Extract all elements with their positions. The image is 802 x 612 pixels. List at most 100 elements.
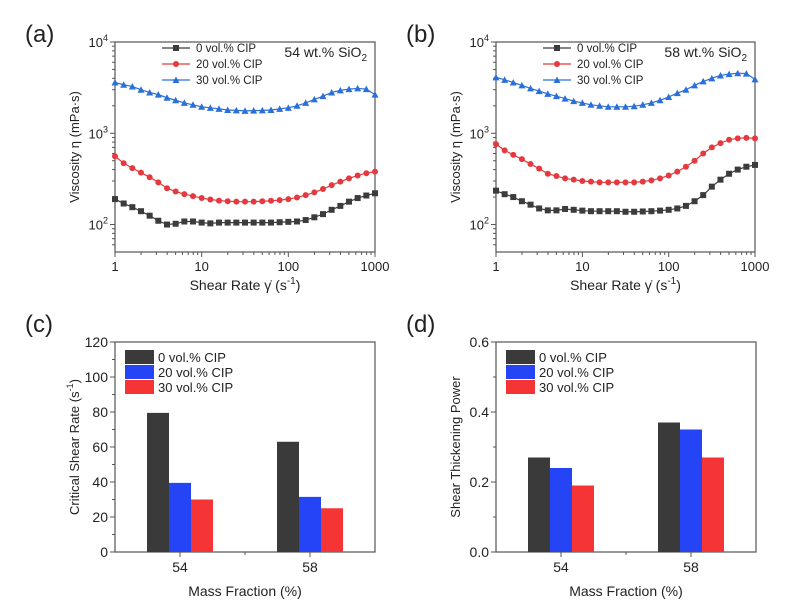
series-0-vol-cip: 0 vol.% CIP [506, 350, 680, 552]
square-marker [155, 217, 162, 224]
circle-marker [674, 168, 681, 175]
square-marker [501, 191, 508, 198]
square-marker [276, 219, 283, 226]
circle-marker [518, 156, 525, 163]
square-marker [190, 218, 196, 225]
circle-marker [112, 153, 118, 160]
triangle-marker [665, 93, 673, 100]
triangle-marker [708, 74, 716, 82]
x-axis-label: Shear Rate γ̇ (s-1) [570, 276, 681, 293]
triangle-marker [267, 106, 275, 113]
x-axis-label: Mass Fraction (%) [569, 583, 683, 599]
square-marker [311, 214, 318, 221]
triangle-marker [319, 92, 327, 100]
square-marker [700, 192, 707, 199]
triangle-marker [293, 102, 301, 109]
square-marker [493, 187, 499, 194]
triangle-marker [699, 77, 707, 85]
bar [680, 429, 702, 552]
y-tick-label: 80 [92, 404, 108, 420]
x-tick-label: 10 [194, 259, 208, 274]
circle-marker [648, 177, 655, 184]
circle-marker [120, 160, 127, 167]
circle-marker [173, 61, 179, 67]
series-20-vol-cip: 20 vol.% CIP [493, 59, 758, 186]
triangle-marker [656, 96, 664, 104]
series-line [114, 155, 376, 203]
circle-marker [682, 163, 689, 170]
square-marker [587, 208, 594, 215]
bar [658, 422, 680, 552]
bar [528, 457, 550, 552]
triangle-marker [544, 90, 552, 97]
circle-marker [207, 196, 214, 203]
bar [277, 441, 299, 552]
circle-marker [216, 197, 222, 204]
square-marker [605, 208, 612, 215]
triangle-marker [128, 83, 136, 90]
circle-marker [562, 175, 569, 182]
circle-marker [268, 197, 274, 204]
triangle-marker [509, 78, 517, 86]
bar [191, 499, 213, 552]
circle-marker [691, 157, 698, 164]
triangle-marker [180, 99, 188, 106]
triangle-marker [215, 105, 223, 112]
square-marker [570, 206, 577, 213]
circle-marker [554, 61, 560, 67]
triangle-marker [604, 103, 612, 110]
annotation: 58 wt.% SiO2 [664, 44, 747, 64]
square-marker [544, 207, 551, 214]
circle-marker [493, 141, 499, 148]
triangle-marker [535, 87, 543, 95]
square-marker [164, 221, 170, 228]
series-0-vol-cip: 0 vol.% CIP [125, 350, 299, 552]
triangle-marker [250, 107, 258, 114]
triangle-marker [630, 102, 638, 110]
square-marker [527, 201, 534, 208]
triangle-marker [345, 85, 353, 93]
circle-marker [596, 179, 603, 186]
square-marker [553, 207, 560, 214]
bar [299, 496, 321, 552]
x-tick-label: 1000 [361, 259, 390, 274]
square-marker [181, 218, 188, 225]
series-20-vol-cip: 20 vol.% CIP [125, 365, 321, 552]
circle-marker [734, 135, 741, 142]
circle-marker [657, 175, 664, 182]
square-marker [320, 211, 326, 218]
triangle-marker [189, 101, 197, 108]
circle-marker [570, 176, 577, 183]
square-marker [146, 212, 153, 219]
circle-marker [631, 179, 638, 186]
square-marker [173, 45, 179, 51]
circle-marker [536, 165, 543, 172]
triangle-marker [673, 89, 681, 97]
circle-marker [198, 195, 205, 202]
legend-swatch [506, 365, 535, 379]
legend-swatch [506, 350, 535, 364]
series-30-vol-cip: 30 vol.% CIP [506, 380, 724, 552]
triangle-marker [751, 75, 759, 83]
triangle-marker [742, 70, 750, 77]
square-marker [207, 220, 214, 227]
triangle-marker [725, 70, 733, 78]
triangle-marker [172, 96, 180, 104]
x-tick-label: 54 [172, 559, 188, 575]
circle-marker [233, 198, 240, 205]
x-tick-label: 58 [302, 559, 318, 575]
square-marker [294, 218, 300, 225]
square-marker [639, 208, 646, 215]
triangle-marker [310, 95, 318, 103]
square-marker [372, 190, 378, 197]
circle-marker [587, 178, 594, 185]
x-tick-label: 100 [277, 259, 299, 274]
triangle-marker [518, 81, 526, 89]
triangle-marker [232, 106, 240, 114]
bar [702, 457, 724, 552]
circle-marker [190, 193, 196, 200]
square-marker [554, 45, 560, 51]
x-tick-label: 1000 [741, 259, 770, 274]
panel-a: (a) 1 10 100 1000 102 103 104 Shear Rate γ̇ (s-1… [25, 21, 389, 293]
